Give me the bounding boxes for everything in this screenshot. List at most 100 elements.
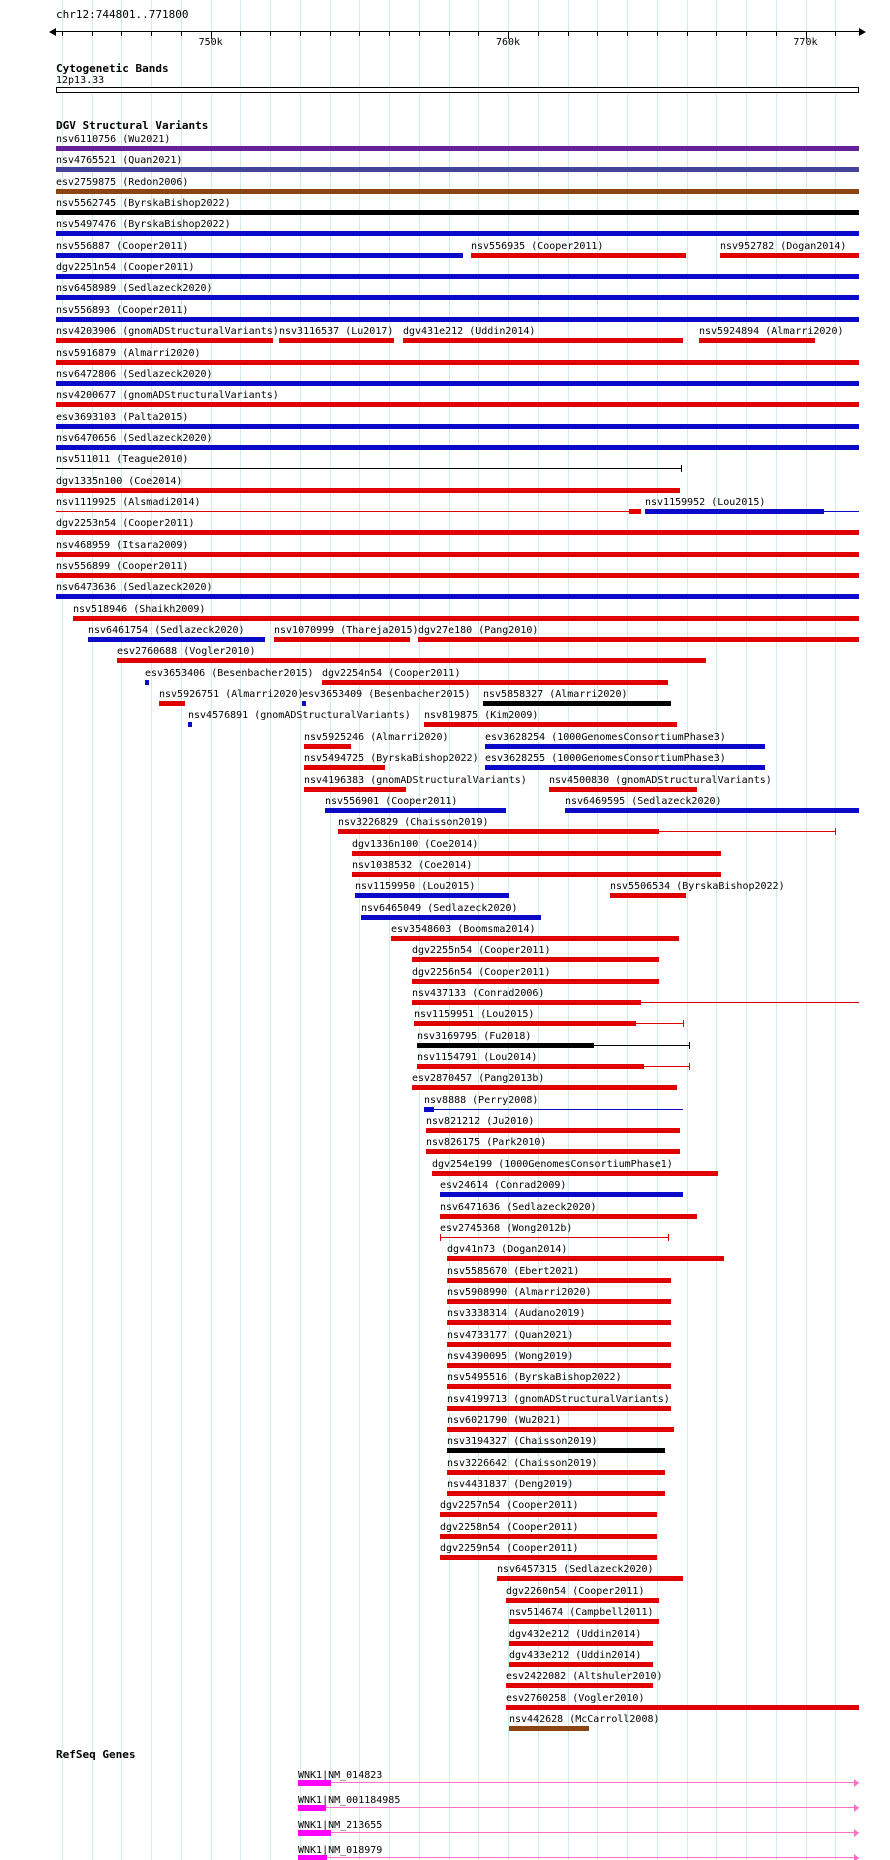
variant-label[interactable]: nsv5585670 (Ebert2021) bbox=[447, 1266, 580, 1277]
variant-bar[interactable] bbox=[274, 637, 410, 642]
variant-label[interactable]: nsv8888 (Perry2008) bbox=[424, 1095, 539, 1106]
variant-label[interactable]: dgv2254n54 (Cooper2011) bbox=[322, 668, 461, 679]
gene-line[interactable] bbox=[331, 1832, 859, 1833]
variant-bar[interactable] bbox=[426, 1128, 680, 1133]
variant-bar[interactable] bbox=[549, 787, 697, 792]
variant-label[interactable]: nsv5494725 (ByrskaBishop2022) bbox=[304, 753, 479, 764]
variant-label[interactable]: nsv437133 (Conrad2006) bbox=[412, 988, 545, 999]
variant-bar[interactable] bbox=[485, 744, 765, 749]
variant-bar[interactable] bbox=[424, 1107, 434, 1112]
variant-bar[interactable] bbox=[325, 808, 506, 813]
variant-label[interactable]: esv3653406 (Besenbacher2015) bbox=[145, 668, 314, 679]
variant-label[interactable]: nsv6465049 (Sedlazeck2020) bbox=[361, 903, 518, 914]
variant-bar[interactable] bbox=[88, 637, 265, 642]
variant-label[interactable]: nsv4200677 (gnomADStructuralVariants) bbox=[56, 390, 279, 401]
variant-label[interactable]: nsv6469595 (Sedlazeck2020) bbox=[565, 796, 722, 807]
variant-label[interactable]: nsv5495516 (ByrskaBishop2022) bbox=[447, 1372, 622, 1383]
variant-label[interactable]: nsv6110756 (Wu2021) bbox=[56, 134, 171, 145]
variant-range-line[interactable] bbox=[644, 1066, 689, 1067]
variant-label[interactable]: nsv556901 (Cooper2011) bbox=[325, 796, 458, 807]
variant-label[interactable]: esv3653409 (Besenbacher2015) bbox=[302, 689, 471, 700]
variant-label[interactable]: nsv4203906 (gnomADStructuralVariants) bbox=[56, 326, 279, 337]
gene-label[interactable]: WNK1|NM_014823 bbox=[298, 1770, 383, 1781]
variant-bar[interactable] bbox=[509, 1619, 659, 1624]
variant-label[interactable]: nsv6471636 (Sedlazeck2020) bbox=[440, 1202, 597, 1213]
variant-label[interactable]: esv2760258 (Vogler2010) bbox=[506, 1693, 645, 1704]
variant-label[interactable]: nsv1154791 (Lou2014) bbox=[417, 1052, 538, 1063]
variant-bar[interactable] bbox=[304, 744, 351, 749]
variant-label[interactable]: nsv556887 (Cooper2011) bbox=[56, 241, 189, 252]
variant-label[interactable]: nsv6472806 (Sedlazeck2020) bbox=[56, 369, 213, 380]
variant-bar[interactable] bbox=[447, 1384, 671, 1389]
variant-label[interactable]: nsv4390095 (Wong2019) bbox=[447, 1351, 574, 1362]
variant-label[interactable]: nsv821212 (Ju2010) bbox=[426, 1116, 535, 1127]
variant-label[interactable]: nsv4196383 (gnomADStructuralVariants) bbox=[304, 775, 527, 786]
variant-label[interactable]: nsv3116537 (Lu2017) bbox=[279, 326, 394, 337]
variant-range-line[interactable] bbox=[440, 1237, 668, 1238]
variant-bar[interactable] bbox=[447, 1448, 665, 1453]
variant-label[interactable]: nsv3194327 (Chaisson2019) bbox=[447, 1436, 598, 1447]
variant-bar[interactable] bbox=[506, 1705, 859, 1710]
variant-bar[interactable] bbox=[471, 253, 686, 258]
variant-label[interactable]: nsv826175 (Park2010) bbox=[426, 1137, 547, 1148]
variant-bar[interactable] bbox=[509, 1662, 653, 1667]
variant-range-line[interactable] bbox=[56, 511, 641, 512]
variant-range-line[interactable] bbox=[636, 1023, 683, 1024]
gene-label[interactable]: WNK1|NM_018979 bbox=[298, 1845, 383, 1856]
variant-bar[interactable] bbox=[432, 1171, 718, 1176]
variant-label[interactable]: nsv1119925 (Alsmadi2014) bbox=[56, 497, 201, 508]
variant-label[interactable]: nsv5506534 (ByrskaBishop2022) bbox=[610, 881, 785, 892]
variant-bar[interactable] bbox=[447, 1256, 724, 1261]
gene-exon[interactable] bbox=[298, 1855, 327, 1860]
variant-bar[interactable] bbox=[426, 1149, 680, 1154]
variant-bar[interactable] bbox=[56, 530, 859, 535]
variant-bar[interactable] bbox=[506, 1683, 653, 1688]
variant-bar[interactable] bbox=[56, 146, 859, 151]
variant-label[interactable]: dgv2257n54 (Cooper2011) bbox=[440, 1500, 579, 1511]
variant-bar[interactable] bbox=[412, 1085, 677, 1090]
variant-range-line[interactable] bbox=[594, 1045, 689, 1046]
variant-bar[interactable] bbox=[56, 552, 859, 557]
variant-label[interactable]: nsv6473636 (Sedlazeck2020) bbox=[56, 582, 213, 593]
variant-bar[interactable] bbox=[412, 957, 659, 962]
variant-label[interactable]: nsv3338314 (Audano2019) bbox=[447, 1308, 586, 1319]
variant-label[interactable]: nsv6021790 (Wu2021) bbox=[447, 1415, 562, 1426]
variant-bar[interactable] bbox=[352, 872, 721, 877]
gene-line[interactable] bbox=[331, 1782, 859, 1783]
variant-bar[interactable] bbox=[447, 1406, 671, 1411]
variant-label[interactable]: nsv468959 (Itsara2009) bbox=[56, 540, 189, 551]
variant-label[interactable]: esv2745368 (Wong2012b) bbox=[440, 1223, 573, 1234]
variant-label[interactable]: nsv5858327 (Almarri2020) bbox=[483, 689, 628, 700]
variant-label[interactable]: nsv5497476 (ByrskaBishop2022) bbox=[56, 219, 231, 230]
variant-bar[interactable] bbox=[56, 424, 859, 429]
variant-bar[interactable] bbox=[403, 338, 683, 343]
variant-label[interactable]: nsv556935 (Cooper2011) bbox=[471, 241, 604, 252]
variant-bar[interactable] bbox=[188, 722, 192, 727]
variant-bar[interactable] bbox=[412, 1000, 641, 1005]
variant-bar[interactable] bbox=[56, 402, 859, 407]
variant-label[interactable]: nsv511011 (Teague2010) bbox=[56, 454, 189, 465]
variant-label[interactable]: esv3693103 (Palta2015) bbox=[56, 412, 189, 423]
variant-bar[interactable] bbox=[322, 680, 668, 685]
variant-label[interactable]: esv2422082 (Altshuler2010) bbox=[506, 1671, 663, 1682]
variant-label[interactable]: dgv1335n100 (Coe2014) bbox=[56, 476, 183, 487]
variant-range-line[interactable] bbox=[56, 468, 681, 469]
variant-bar[interactable] bbox=[447, 1342, 671, 1347]
variant-bar[interactable] bbox=[56, 381, 859, 386]
variant-bar[interactable] bbox=[302, 701, 306, 706]
gene-label[interactable]: WNK1|NM_213655 bbox=[298, 1820, 383, 1831]
variant-label[interactable]: nsv3226829 (Chaisson2019) bbox=[338, 817, 489, 828]
variant-bar[interactable] bbox=[485, 765, 765, 770]
variant-label[interactable]: esv2760688 (Vogler2010) bbox=[117, 646, 256, 657]
variant-bar[interactable] bbox=[509, 1641, 653, 1646]
variant-bar[interactable] bbox=[338, 829, 659, 834]
variant-bar[interactable] bbox=[497, 1576, 683, 1581]
variant-label[interactable]: nsv1038532 (Coe2014) bbox=[352, 860, 473, 871]
variant-bar[interactable] bbox=[440, 1555, 657, 1560]
variant-bar[interactable] bbox=[447, 1278, 671, 1283]
variant-label[interactable]: nsv4431837 (Deng2019) bbox=[447, 1479, 574, 1490]
variant-bar[interactable] bbox=[447, 1299, 671, 1304]
variant-bar[interactable] bbox=[56, 253, 463, 258]
variant-label[interactable]: nsv5908990 (Almarri2020) bbox=[447, 1287, 592, 1298]
variant-bar[interactable] bbox=[645, 509, 824, 514]
